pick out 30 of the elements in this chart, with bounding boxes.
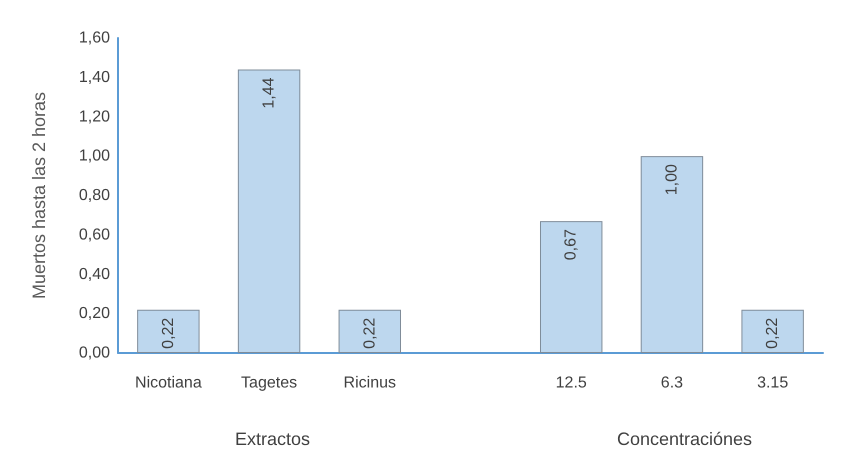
x-tick-label: 12.5 — [556, 374, 587, 392]
y-tick-label: 0,20 — [78, 305, 110, 322]
x-tick-label: Nicotiana — [135, 374, 202, 392]
y-axis-title: Muertos hasta las 2 horas — [29, 92, 49, 300]
y-tick-label: 1,40 — [78, 68, 110, 86]
data-label: 1,00 — [663, 164, 680, 196]
text: Concentraciónes — [616, 429, 752, 449]
data-label: 0,22 — [361, 318, 378, 349]
y-tick-label: 0,60 — [78, 226, 110, 244]
bar — [137, 310, 200, 353]
y-tick-label: 0,40 — [78, 266, 110, 283]
y-tick-label: 0,80 — [78, 187, 110, 204]
bar — [238, 70, 300, 353]
bar — [540, 221, 602, 353]
bar — [741, 310, 804, 353]
data-label: 1,44 — [260, 77, 278, 109]
y-tick-label: 0,00 — [78, 344, 110, 362]
y-tick-label: 1,60 — [78, 30, 110, 46]
y-tick-label: 1,00 — [78, 148, 110, 165]
text: Extractos — [234, 429, 310, 449]
x-tick-label: 6.3 — [660, 374, 684, 392]
x-tick-label: 3.15 — [757, 374, 788, 392]
x-tick-label: Tagetes — [241, 374, 298, 392]
bar — [338, 310, 402, 353]
data-label: 0,67 — [562, 228, 580, 260]
y-tick-label: 1,20 — [78, 108, 110, 126]
bar — [640, 156, 704, 353]
x-tick-label: Ricinus — [344, 374, 396, 392]
data-label: 0,22 — [764, 318, 782, 349]
data-label: 0,22 — [160, 318, 177, 349]
